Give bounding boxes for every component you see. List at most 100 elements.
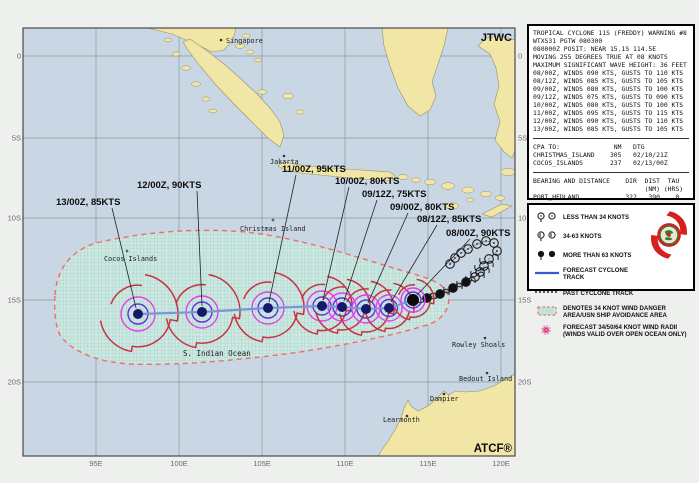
label-leader-line: [111, 207, 137, 309]
land: [481, 203, 513, 218]
s3463-symbol-icon: [533, 228, 563, 246]
island: [295, 109, 305, 115]
map-frame: [22, 27, 516, 457]
label-leader-line: [367, 212, 409, 304]
forecast-label: 09/00Z, 80KTS: [390, 202, 454, 213]
island: [191, 81, 201, 87]
land: [182, 38, 285, 148]
place-label: Bedout Island: [459, 375, 512, 383]
island: [171, 51, 181, 57]
place-label: Singapore: [226, 37, 263, 45]
lat-tick-label: 0: [518, 52, 522, 61]
island: [282, 93, 294, 99]
past-position-lt34: [463, 244, 473, 254]
place-label: Jakarta: [270, 158, 299, 166]
ptrack-symbol-icon: [533, 285, 563, 303]
forecast-label: 09/12Z, 75KTS: [362, 189, 426, 200]
island: [445, 202, 459, 210]
warning-header-text: TROPICAL CYCLONE 11S (FREDDY) WARNING #8…: [533, 29, 687, 133]
map-area: 13/00Z, 85KTS 12/00Z, 90KTS 11/00Z, 95KTS1…: [23, 28, 515, 456]
label-leader-line: [343, 199, 378, 302]
legend-item-gt63: MORE THAN 63 KNOTS: [533, 247, 690, 265]
ocean-label: S. Indian Ocean: [183, 349, 251, 358]
lat-tick-label: 15S: [8, 296, 21, 305]
legend-item-label: MORE THAN 63 KNOTS: [563, 251, 632, 259]
island: [424, 179, 436, 185]
legend-item-label: 34-63 KNOTS: [563, 232, 602, 240]
lat-tick-label: 15S: [518, 296, 531, 305]
place-marker: [485, 371, 489, 375]
lat-tick-label: 20S: [518, 378, 531, 387]
past-track-line: [412, 240, 498, 301]
place-label: Rowley Shoals: [452, 341, 505, 349]
forecast-label: 12/00Z, 90KTS: [137, 180, 201, 191]
atcf-label: ATCF®: [474, 443, 513, 455]
forecast-label: 08/00Z, 90KTS: [446, 228, 510, 239]
island: [500, 168, 515, 176]
island: [163, 37, 173, 43]
island: [271, 218, 275, 222]
label-leader-line: [416, 238, 471, 296]
land: [477, 35, 515, 159]
current-position-dot: [407, 294, 419, 306]
island: [494, 195, 506, 201]
island: [125, 249, 129, 253]
forecast-position-dot: [133, 309, 143, 319]
cpa-table: CPA TO: NM DTG CHRISTMAS_ISLAND 305 02/1…: [533, 138, 689, 167]
forecast-label: 08/12Z, 85KTS: [417, 214, 481, 225]
legend-item-label: FORECAST 34/50/64 KNOT WIND RADII (WINDS…: [563, 324, 687, 338]
legend-item-danger: DENOTES 34 KNOT WIND DANGER AREA/USN SHI…: [533, 304, 690, 322]
land: [277, 161, 396, 182]
place-label: Learmonth: [383, 416, 420, 424]
label-leader-line: [390, 224, 438, 303]
lat-tick-label: 10S: [518, 214, 531, 223]
legend-item-label: PAST CYCLONE TRACK: [563, 289, 634, 297]
legend-item-label: DENOTES 34 KNOT WIND DANGER AREA/USN SHI…: [563, 305, 667, 319]
legend-item-ftrack: FORECAST CYCLONE TRACK: [533, 266, 690, 284]
legend-item-lt34: LESS THAN 34 KNOTS: [533, 209, 690, 227]
place-label: Cocos Islands: [104, 255, 157, 263]
warning-text-box: TROPICAL CYCLONE 11S (FREDDY) WARNING #8…: [527, 24, 695, 201]
forecast-label: 11/00Z, 95KTS: [282, 164, 346, 175]
forecast-position-dot: [361, 304, 371, 314]
island: [411, 177, 421, 183]
island: [253, 57, 263, 63]
past-position-lt34: [450, 253, 460, 263]
lon-tick-label: 115E: [420, 459, 437, 468]
lon-tick-label: 110E: [337, 459, 354, 468]
lat-tick-label: 5S: [518, 134, 527, 143]
ftrack-symbol-icon: [533, 266, 563, 284]
island: [241, 33, 251, 39]
island: [397, 174, 409, 180]
past-position-s3463: [479, 253, 499, 265]
forecast-label: 13/00Z, 85KTS: [56, 197, 120, 208]
past-position-gt63: [456, 276, 476, 288]
past-position-lt34: [472, 239, 482, 249]
lt34-symbol-icon: [533, 209, 563, 227]
lon-tick-label: 100E: [170, 459, 188, 468]
past-position-s3463: [470, 266, 490, 278]
island: [480, 191, 492, 197]
label-leader-line: [268, 174, 297, 303]
lat-tick-label: 5S: [12, 134, 21, 143]
radii-symbol-icon: [533, 323, 563, 341]
forecast-position-dot: [317, 301, 327, 311]
forecast-position-dot: [197, 307, 207, 317]
lat-tick-label: 10S: [8, 214, 21, 223]
land: [377, 373, 515, 456]
place-marker: [219, 38, 223, 42]
legend-item-label: FORECAST CYCLONE TRACK: [563, 267, 629, 281]
lon-tick-label: 105E: [253, 459, 271, 468]
lon-tick-label: 120E: [492, 459, 510, 468]
place-marker: [405, 414, 409, 418]
bearing-distance-table: BEARING AND DISTANCE DIR DIST TAU (NM) (…: [533, 172, 689, 201]
island: [441, 182, 455, 190]
land: [381, 28, 449, 117]
place-marker: [483, 336, 487, 340]
legend: LESS THAN 34 KNOTS 34-63 KNOTS MORE THAN 6…: [527, 203, 695, 338]
island: [461, 186, 475, 194]
lat-tick-label: 0: [17, 52, 21, 61]
place-label: Dampier: [430, 395, 459, 403]
